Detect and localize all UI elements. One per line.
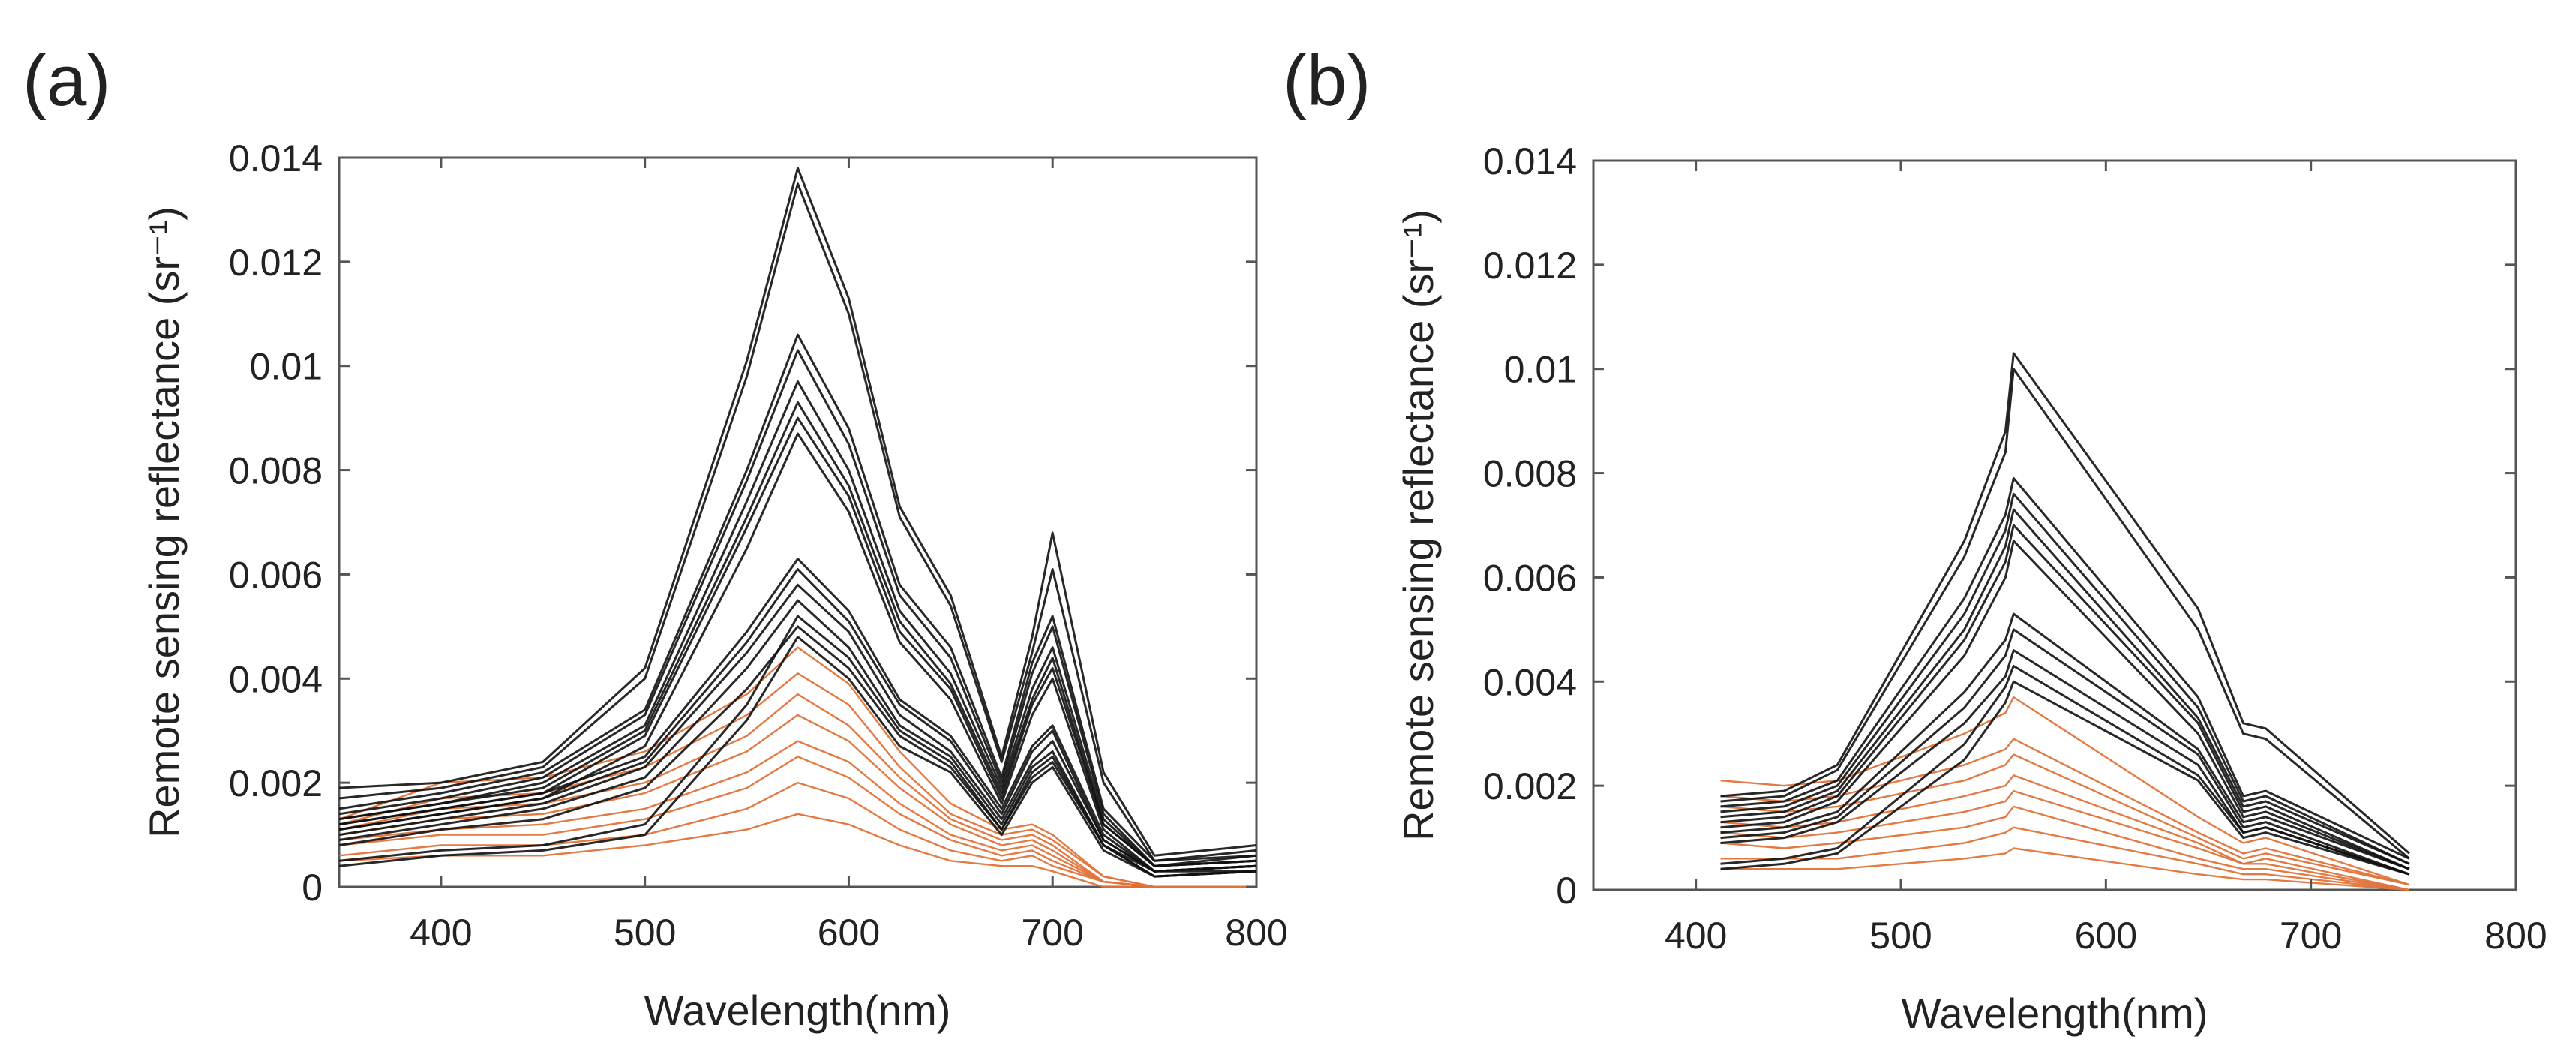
chart-b-series-line-orange-17 (1720, 805, 2410, 891)
chart-b-series (1720, 352, 2410, 891)
chart-a-series-line-black-2 (338, 333, 1257, 862)
chart-b-ytick-label: 0.01 (1504, 349, 1577, 391)
chart-a-series (338, 167, 1257, 888)
chart-b-series-line-orange-13 (1720, 738, 2410, 886)
chart-b-ticks: 400 500 600 700 800 0 0.002 0.004 0.006 0.008 0.01… (1483, 140, 2547, 957)
chart-a-xtick-label: 600 (818, 912, 880, 954)
chart-b-frame (1592, 159, 2517, 891)
chart-a-series-line-orange-15 (338, 646, 1256, 888)
chart-b-series-line-black-2 (1720, 477, 2410, 860)
chart-a: 400 500 600 700 800 0 0.002 0.004 0.006 0.008 0.01… (140, 137, 1288, 1034)
chart-a-xtick-label: 500 (614, 912, 676, 954)
chart-a-series-line-orange-17 (338, 693, 1256, 888)
chart-b-series-line-black-8 (1720, 628, 2410, 876)
chart-b-series-line-orange-14 (1720, 753, 2410, 886)
chart-a-series-line-orange-18 (338, 714, 1256, 888)
chart-b: 400 500 600 700 800 0 0.002 0.004 0.006 0.008 0.01… (1395, 140, 2547, 1037)
chart-a-series-line-black-8 (338, 558, 1257, 873)
chart-b-series-line-black-11 (1720, 680, 2410, 876)
chart-b-series-line-black-4 (1720, 508, 2410, 865)
chart-b-xtick-label: 800 (2484, 915, 2547, 957)
chart-a-ticks: 400 500 600 700 800 0 0.002 0.004 0.006 0.008 0.01… (229, 137, 1288, 954)
chart-a-series-line-black-1 (338, 182, 1257, 862)
chart-a-series-line-black-6 (338, 416, 1257, 867)
chart-a-ytick-label: 0.012 (229, 242, 323, 284)
chart-b-series-line-black-5 (1720, 524, 2410, 870)
chart-b-xtick-label: 700 (2280, 915, 2342, 957)
chart-a-series-line-orange-20 (338, 756, 1256, 888)
chart-b-ytick-label: 0.006 (1483, 557, 1577, 599)
chart-a-ytick-label: 0.004 (229, 658, 323, 700)
chart-b-series-line-black-7 (1720, 612, 2410, 870)
chart-b-ytick-label: 0.014 (1483, 140, 1577, 182)
chart-a-ytick-label: 0 (302, 867, 323, 909)
chart-b-ytick-label: 0.008 (1483, 453, 1577, 495)
chart-b-ylabel: Remote sensing reflectance (sr⁻¹) (1395, 209, 1442, 841)
chart-a-series-line-black-13 (338, 615, 1257, 878)
chart-a-series-line-black-12 (338, 625, 1257, 878)
chart-a-series-line-orange-16 (338, 672, 1256, 888)
chart-a-series-line-black-3 (338, 349, 1257, 867)
chart-a-ytick-label: 0.006 (229, 554, 323, 596)
chart-a-series-line-orange-22 (338, 813, 1256, 888)
chart-a-series-line-orange-19 (338, 740, 1256, 888)
chart-b-series-line-black-0 (1720, 352, 2410, 855)
chart-a-ylabel: Remote sensing reflectance (sr⁻¹) (140, 206, 188, 838)
chart-a-ytick-label: 0.01 (250, 346, 323, 388)
chart-a-series-line-black-14 (338, 636, 1257, 878)
chart-a-ytick-label: 0.008 (229, 450, 323, 492)
chart-a-series-line-orange-21 (338, 781, 1256, 888)
chart-b-series-line-black-6 (1720, 540, 2410, 870)
chart-b-series-line-orange-19 (1720, 847, 2409, 891)
chart-a-xtick-label: 400 (410, 912, 472, 954)
chart-a-xtick-label: 700 (1022, 912, 1084, 954)
chart-b-ytick-label: 0 (1556, 870, 1577, 912)
chart-a-frame (338, 156, 1258, 888)
chart-b-xtick-label: 600 (2075, 915, 2137, 957)
chart-b-xtick-label: 500 (1869, 915, 1932, 957)
chart-b-series-line-black-3 (1720, 492, 2410, 865)
chart-a-series-line-black-10 (338, 583, 1257, 873)
chart-a-series-line-black-0 (338, 167, 1257, 857)
panel-label-a: (a) (23, 41, 110, 121)
chart-b-xtick-label: 400 (1665, 915, 1727, 957)
chart-a-xtick-label: 800 (1225, 912, 1287, 954)
chart-b-series-line-black-1 (1720, 368, 2410, 860)
chart-a-ytick-label: 0.014 (229, 137, 323, 179)
chart-a-xlabel: Wavelength(nm) (644, 987, 951, 1034)
chart-b-ytick-label: 0.002 (1483, 765, 1577, 807)
chart-a-ytick-label: 0.002 (229, 762, 323, 804)
chart-b-ytick-label: 0.004 (1483, 661, 1577, 703)
chart-a-series-line-black-9 (338, 568, 1257, 873)
chart-b-series-line-black-10 (1720, 665, 2410, 876)
panel-label-b: (b) (1283, 41, 1371, 121)
chart-a-series-line-black-4 (338, 380, 1257, 867)
chart-b-xlabel: Wavelength(nm) (1902, 990, 2208, 1037)
chart-b-series-line-orange-16 (1720, 789, 2410, 891)
chart-b-ytick-label: 0.012 (1483, 245, 1577, 287)
